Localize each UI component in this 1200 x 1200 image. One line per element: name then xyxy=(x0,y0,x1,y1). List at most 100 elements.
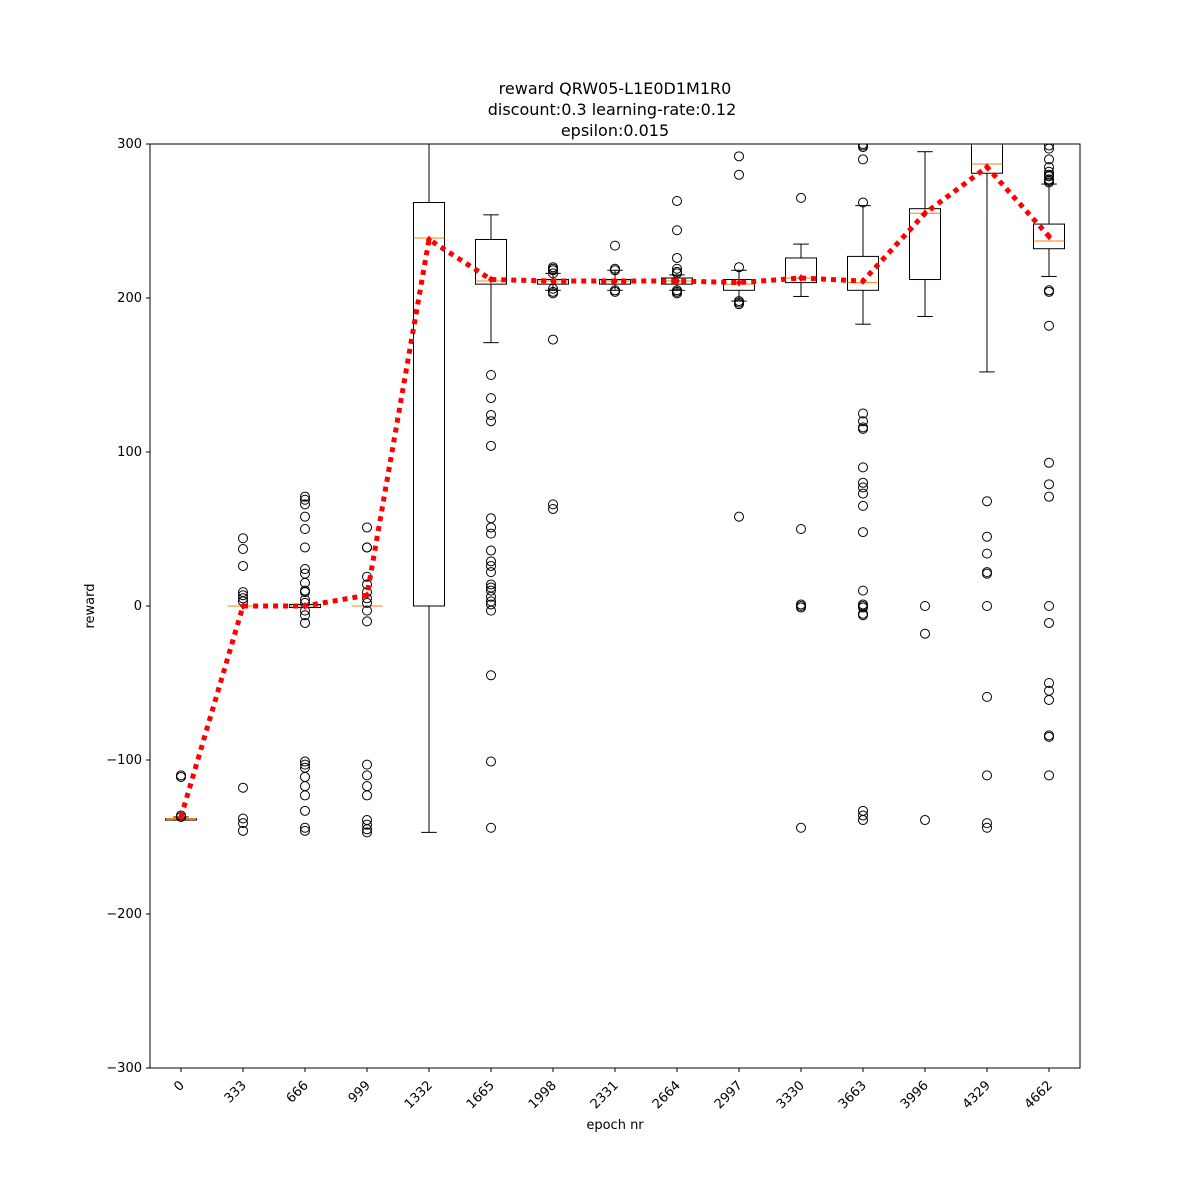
x-tick-label: 1332 xyxy=(402,1078,436,1112)
flier xyxy=(734,262,744,273)
flier xyxy=(486,591,496,602)
flier xyxy=(982,568,992,579)
flier xyxy=(486,410,496,421)
flier xyxy=(548,265,558,276)
y-tick-label: −200 xyxy=(106,907,142,922)
flier xyxy=(858,462,868,473)
flier xyxy=(610,265,620,276)
mean-marker xyxy=(984,163,990,172)
x-tick-label: 3663 xyxy=(836,1078,870,1112)
flier xyxy=(858,144,868,149)
box xyxy=(971,144,1003,174)
flier xyxy=(858,477,868,488)
flier xyxy=(1044,177,1054,188)
flier xyxy=(858,482,868,493)
x-tick-label: 1665 xyxy=(464,1078,498,1112)
flier xyxy=(300,805,310,816)
flier xyxy=(548,499,558,510)
mean-marker xyxy=(612,277,618,286)
mean-marker xyxy=(1046,232,1052,241)
flier xyxy=(486,370,496,380)
flier xyxy=(486,585,496,596)
flier xyxy=(238,533,248,544)
flier xyxy=(362,605,372,616)
flier xyxy=(486,513,496,524)
mean-marker xyxy=(736,278,742,287)
flier xyxy=(858,610,868,621)
flier xyxy=(858,144,868,153)
flier xyxy=(858,154,868,165)
flier xyxy=(548,334,558,345)
flier xyxy=(1044,479,1054,490)
x-tick-label: 2997 xyxy=(712,1078,746,1112)
flier xyxy=(1044,171,1054,182)
flier xyxy=(486,560,496,571)
flier xyxy=(1044,491,1054,502)
flier xyxy=(1044,286,1054,297)
flier xyxy=(300,542,310,553)
chart-subtitle: discount:0.3 learning-rate:0.12 xyxy=(488,100,737,119)
mean-marker xyxy=(178,812,184,821)
flier xyxy=(1044,617,1054,628)
x-tick-label: 4329 xyxy=(960,1078,994,1112)
flier xyxy=(362,616,372,627)
flier xyxy=(734,299,744,310)
flier xyxy=(610,240,620,251)
mean-marker xyxy=(302,602,308,610)
flier xyxy=(486,545,496,556)
box xyxy=(785,257,817,284)
box xyxy=(909,208,941,281)
flier xyxy=(858,602,868,613)
flier xyxy=(486,567,496,578)
chart-subtitle: epsilon:0.015 xyxy=(561,121,669,140)
flier xyxy=(238,590,248,601)
flier xyxy=(672,288,682,299)
flier xyxy=(858,810,868,821)
flier xyxy=(920,601,930,611)
flier xyxy=(1044,770,1054,781)
flier xyxy=(300,825,310,836)
flier xyxy=(486,579,496,590)
flier xyxy=(1044,678,1054,688)
flier xyxy=(362,770,372,781)
y-tick-label: −300 xyxy=(106,1061,142,1076)
flier xyxy=(300,610,310,621)
flier xyxy=(362,781,372,792)
x-tick-label: 2331 xyxy=(588,1078,622,1112)
x-tick-label: 0 xyxy=(171,1078,187,1094)
flier xyxy=(548,288,558,299)
flier xyxy=(858,197,868,208)
flier xyxy=(300,491,310,502)
mean-marker xyxy=(426,235,432,244)
flier xyxy=(1044,731,1054,742)
plot-area xyxy=(165,144,1065,838)
flier xyxy=(486,756,496,767)
mean-marker xyxy=(240,602,246,610)
flier xyxy=(858,423,868,434)
x-axis-label: epoch nr xyxy=(586,1118,644,1133)
flier xyxy=(486,522,496,533)
flier xyxy=(362,790,372,801)
flier xyxy=(858,585,868,596)
flier xyxy=(1044,144,1054,151)
flier xyxy=(300,781,310,792)
mean-marker xyxy=(674,277,680,286)
box xyxy=(847,255,879,291)
flier xyxy=(982,548,992,559)
flier xyxy=(300,511,310,522)
flier xyxy=(610,286,620,297)
flier xyxy=(1044,457,1054,468)
flier xyxy=(858,416,868,427)
flier xyxy=(858,488,868,499)
x-tick-label: 3996 xyxy=(898,1078,932,1112)
flier xyxy=(920,815,930,826)
flier xyxy=(300,790,310,801)
flier xyxy=(796,822,806,833)
flier xyxy=(300,524,310,534)
flier xyxy=(858,408,868,419)
flier xyxy=(982,770,992,781)
mean-marker xyxy=(860,277,866,286)
flier xyxy=(300,499,310,510)
flier xyxy=(486,416,496,427)
